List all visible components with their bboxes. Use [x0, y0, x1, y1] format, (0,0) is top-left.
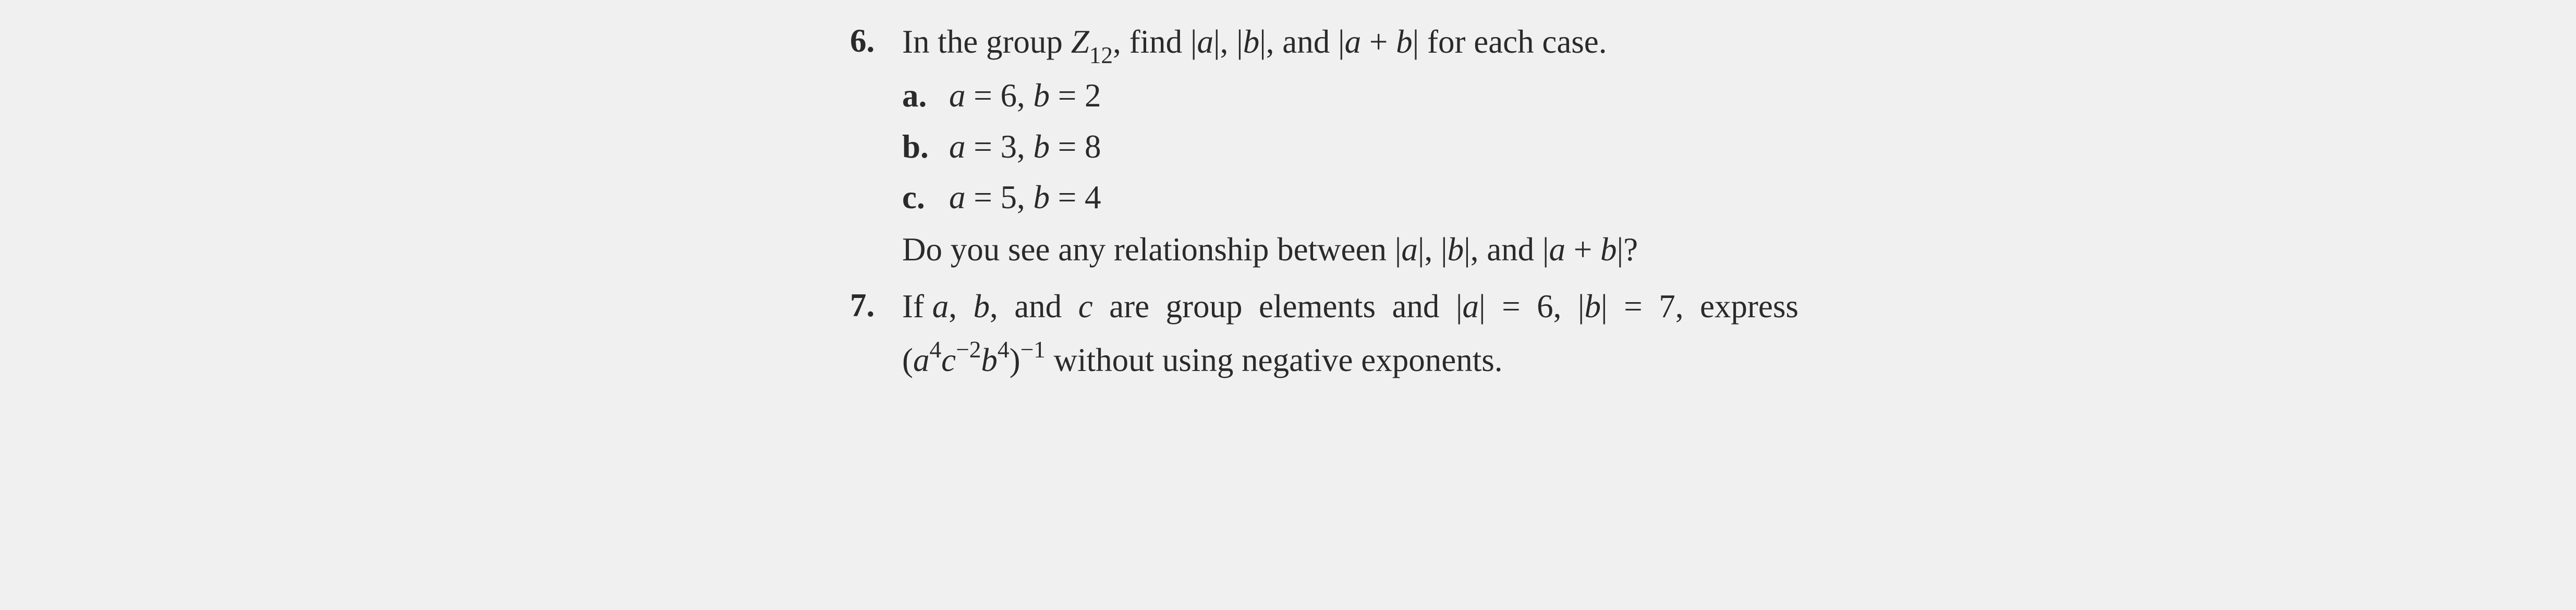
p7-l1-p1: If	[902, 288, 932, 325]
p6-intro-mid: , find |	[1113, 23, 1197, 60]
problem-6-intro: In the group Z12, find |a|, |b|, and |a …	[902, 17, 2258, 70]
problem-6-followup: Do you see any relationship between |a|,…	[902, 224, 2258, 276]
p7-l2-a: a	[913, 342, 930, 378]
p6a-a: a	[949, 77, 966, 114]
p6-fu-plus: +	[1565, 231, 1600, 268]
problem-7: 7. If a, b, and c are group elements and…	[850, 280, 2258, 386]
p7-l1-a2: a	[1463, 288, 1479, 325]
p6-fu-b: b	[1448, 231, 1464, 268]
p7-l1-b: b	[973, 288, 990, 325]
p6c-label: c.	[902, 172, 949, 223]
p6b-content: a = 3, b = 8	[949, 122, 2258, 173]
problem-6c: c. a = 5, b = 4	[902, 172, 2258, 223]
problem-7-body: If a, b, and c are group elements and |a…	[902, 280, 2258, 386]
p6-plus: +	[1361, 23, 1396, 60]
p6a-eq2: = 2	[1050, 77, 1101, 114]
p6-fu-suffix: |?	[1617, 231, 1638, 268]
p6-intro-prefix: In the group	[902, 23, 1071, 60]
p7-l1-p2: ,	[949, 288, 973, 325]
p6b-b: b	[1034, 128, 1050, 165]
p6a-label: a.	[902, 70, 949, 122]
problem-6a: a. a = 6, b = 2	[902, 70, 2258, 122]
problem-6: 6. In the group Z12, find |a|, |b|, and …	[850, 16, 2258, 275]
p6b-eq2: = 8	[1050, 128, 1101, 165]
p6b-a: a	[949, 128, 966, 165]
page-content: 6. In the group Z12, find |a|, |b|, and …	[850, 16, 2258, 391]
p7-e2: −2	[956, 337, 981, 363]
p6a-b: b	[1034, 77, 1050, 114]
p7-close: )	[1010, 342, 1020, 378]
problem-7-line2: (a4c−2b4)−1 without using negative expon…	[902, 333, 2258, 386]
p6-fu-m2: |, and |	[1464, 231, 1549, 268]
p7-l1-p6: | = 7, express	[1601, 288, 1799, 325]
p6-b2: b	[1396, 23, 1413, 60]
p7-l1-a: a	[932, 288, 949, 325]
p6-b: b	[1243, 23, 1260, 60]
p6c-b: b	[1034, 179, 1050, 216]
p7-open: (	[902, 342, 913, 378]
problem-6-body: In the group Z12, find |a|, |b|, and |a …	[902, 16, 2258, 275]
p6c-content: a = 5, b = 4	[949, 172, 2258, 223]
problem-6b: b. a = 3, b = 8	[902, 122, 2258, 173]
p6-a: a	[1197, 23, 1213, 60]
p6c-eq2: = 4	[1050, 179, 1101, 216]
p7-l1-c: c	[1078, 288, 1093, 325]
p6b-eq1: = 3,	[966, 128, 1034, 165]
p7-e3: 4	[998, 337, 1010, 363]
p6a-eq1: = 6,	[966, 77, 1034, 114]
p6-a2: a	[1345, 23, 1362, 60]
p6c-a: a	[949, 179, 966, 216]
p7-l2-b: b	[981, 342, 998, 378]
problem-number-6: 6.	[850, 16, 902, 275]
p6-fu-m1: |, |	[1418, 231, 1448, 268]
problem-7-line1: If a, b, and c are group elements and |a…	[902, 281, 2258, 332]
p7-rest: without using negative exponents.	[1046, 342, 1503, 378]
p6-fu-b2: b	[1600, 231, 1617, 268]
p6-m2: |, |	[1213, 23, 1243, 60]
p7-l1-p5: | = 6, |	[1479, 288, 1585, 325]
p7-l1-b2: b	[1585, 288, 1601, 325]
p7-e4: −1	[1020, 337, 1046, 363]
p7-l2-c: c	[941, 342, 956, 378]
p6-fu-prefix: Do you see any relationship between |	[902, 231, 1401, 268]
p6b-label: b.	[902, 122, 949, 173]
p7-e1: 4	[929, 337, 941, 363]
p6-m3: |, and |	[1259, 23, 1344, 60]
p6c-eq1: = 5,	[966, 179, 1034, 216]
p6-group-z: Z	[1071, 23, 1089, 60]
p6-intro-suffix: | for each case.	[1413, 23, 1607, 60]
p6-fu-a: a	[1401, 231, 1418, 268]
p7-l1-p4: are group elements and |	[1093, 288, 1463, 325]
p6-group-sub: 12	[1089, 42, 1113, 68]
p6a-content: a = 6, b = 2	[949, 70, 2258, 122]
p7-l1-p3: , and	[990, 288, 1078, 325]
problem-number-7: 7.	[850, 280, 902, 386]
p6-fu-a2: a	[1549, 231, 1566, 268]
